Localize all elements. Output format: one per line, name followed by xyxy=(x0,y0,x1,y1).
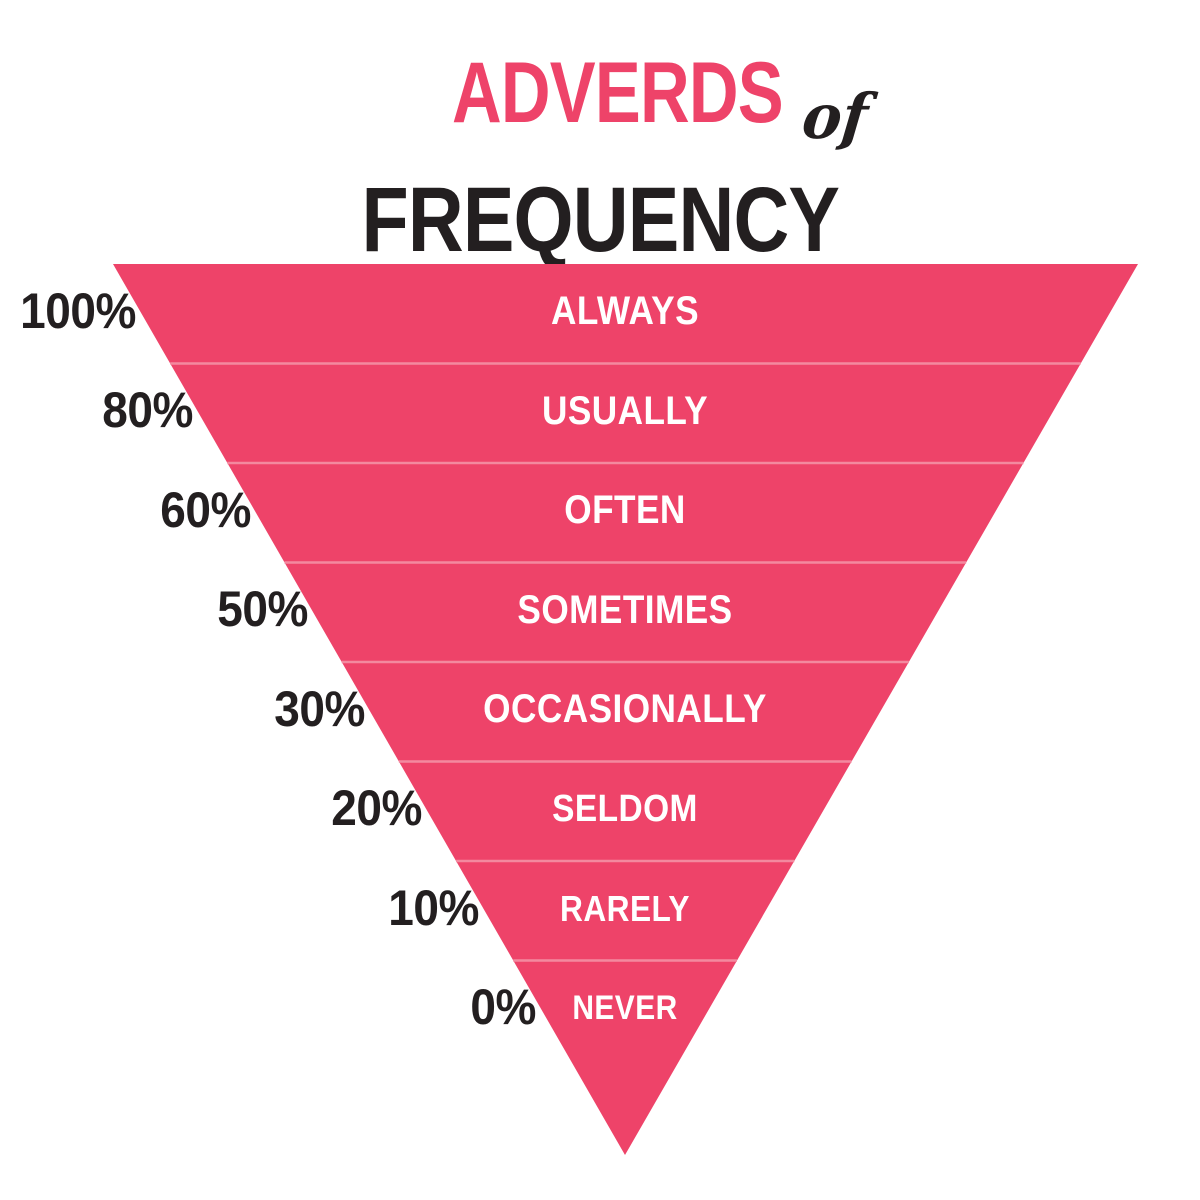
percent-label-50: 50% xyxy=(217,581,308,638)
percent-label-30: 30% xyxy=(274,680,365,737)
title-line-one: ADVERDS of xyxy=(0,34,1200,153)
band-label-seldom: SELDOM xyxy=(552,787,698,830)
band-label-often: OFTEN xyxy=(564,488,686,533)
percent-label-80: 80% xyxy=(102,382,194,439)
band-label-always: ALWAYS xyxy=(550,289,700,334)
band-label-occasionally: OCCASIONALLY xyxy=(483,687,767,732)
percent-label-10: 10% xyxy=(388,879,480,936)
title-word-adverbs: ADVERDS xyxy=(452,45,784,141)
band-label-usually: USUALLY xyxy=(541,388,709,433)
percent-label-60: 60% xyxy=(159,481,251,538)
band-label-rarely: RARELY xyxy=(560,887,690,929)
triangle-body xyxy=(113,264,1138,1155)
band-divider-group xyxy=(170,362,1081,962)
page-title: ADVERDS of FREQUENCY xyxy=(0,34,1200,266)
band-label-sometimes: SOMETIMES xyxy=(517,587,733,632)
percent-label-0: 0% xyxy=(470,979,537,1036)
title-line-two: FREQUENCY xyxy=(0,174,1200,266)
title-word-frequency: FREQUENCY xyxy=(361,169,839,271)
percent-label-20: 20% xyxy=(331,780,423,837)
percent-label-100: 100% xyxy=(20,282,137,339)
band-label-never: NEVER xyxy=(572,989,678,1028)
